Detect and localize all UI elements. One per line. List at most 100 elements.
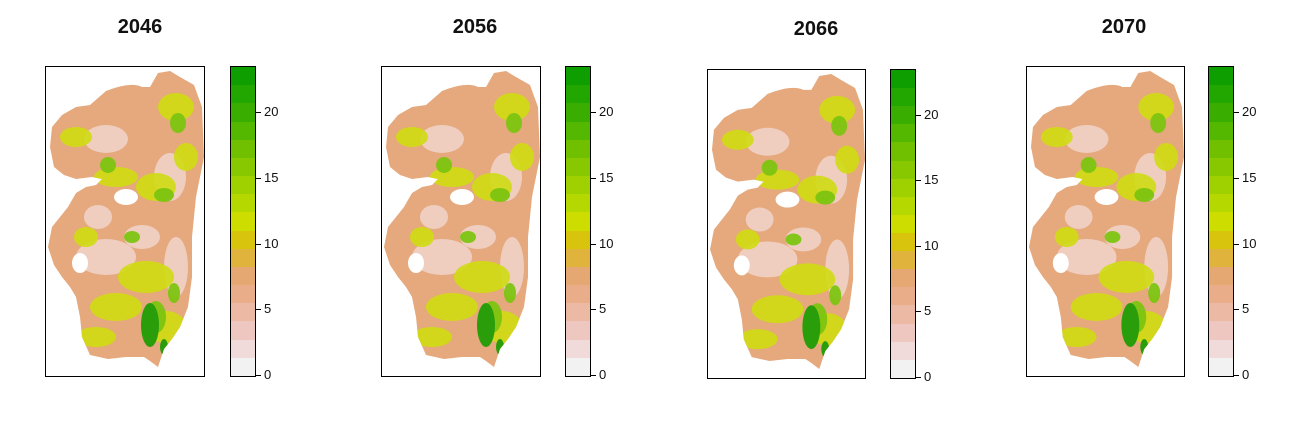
legend-tick: [256, 375, 261, 376]
legend-tick-label: 0: [264, 367, 272, 382]
legend-bin: [891, 178, 915, 197]
color-legend: [230, 66, 256, 377]
legend-bin: [1209, 248, 1233, 267]
legend-bin: [1209, 176, 1233, 195]
legend-bin: [566, 176, 590, 195]
legend-bin: [566, 212, 590, 231]
legend-bin: [891, 305, 915, 324]
mid-value-zone: [174, 143, 198, 171]
peak-value-zone: [1140, 339, 1149, 355]
panel-title: 2046: [117, 16, 163, 38]
high-value-zone: [100, 157, 116, 173]
legend-bin: [231, 248, 255, 267]
legend-tick-label: 5: [924, 303, 932, 319]
legend-tick-label: 15: [924, 172, 939, 188]
high-value-zone: [1104, 231, 1121, 243]
map-frame: [381, 66, 541, 377]
high-value-zone: [490, 188, 510, 202]
high-value-zone: [504, 283, 516, 303]
map-raster: [48, 71, 204, 367]
water-inlet: [1052, 253, 1069, 273]
mid-value-zone: [1138, 93, 1175, 121]
low-value-zone: [124, 225, 160, 249]
legend-bin: [1209, 103, 1233, 122]
legend-tick-label: 20: [599, 104, 614, 120]
map-frame: [1026, 66, 1185, 377]
water-inlet: [114, 189, 138, 205]
high-value-zone: [506, 113, 522, 133]
legend-bin: [566, 321, 590, 340]
legend-bin: [231, 212, 255, 231]
legend-tick-label: 20: [264, 104, 279, 120]
mid-value-zone: [1154, 143, 1179, 171]
peak-value-zone: [1121, 303, 1140, 347]
legend-bin: [231, 339, 255, 358]
legend-bin: [566, 230, 590, 249]
legend-tick-label: 0: [599, 367, 607, 382]
legend-tick: [591, 375, 596, 376]
peak-value-zone: [496, 339, 504, 355]
legend-tick-label: 5: [1242, 301, 1250, 317]
legend-bin: [1209, 157, 1233, 177]
peak-value-zone: [821, 341, 830, 358]
legend-tick: [1234, 177, 1239, 179]
color-legend: [565, 66, 591, 377]
legend-bin: [891, 88, 915, 107]
legend-bin: [891, 106, 915, 125]
high-value-zone: [761, 159, 778, 176]
mid-value-zone: [721, 129, 754, 150]
legend-tick: [256, 243, 261, 245]
legend-bin: [1209, 266, 1233, 286]
legend-bin: [891, 232, 915, 252]
legend-tick-label: 10: [1242, 235, 1257, 251]
legend-bin: [1209, 357, 1233, 376]
mid-value-zone: [755, 169, 800, 190]
legend-bin: [891, 70, 915, 89]
legend-tick-label: 15: [1242, 169, 1257, 185]
mid-value-zone: [454, 261, 510, 293]
low-value-zone: [84, 205, 112, 229]
legend-bin: [231, 121, 255, 140]
legend-tick: [256, 309, 261, 311]
legend-bin: [891, 251, 915, 270]
high-value-zone: [154, 188, 174, 202]
low-value-zone: [745, 207, 774, 232]
legend-tick-label: 0: [1242, 367, 1250, 382]
mid-value-zone: [158, 93, 194, 121]
legend-bin: [1209, 194, 1233, 213]
map-raster: [709, 73, 865, 370]
legend-bin: [891, 160, 915, 179]
legend-tick-label: 20: [924, 106, 939, 122]
legend-bin: [231, 85, 255, 104]
legend-bin: [1209, 139, 1233, 158]
panel-title: 2066: [793, 18, 839, 40]
legend-bin: [891, 269, 915, 288]
legend-tick-label: 10: [924, 237, 939, 253]
mid-value-zone: [737, 329, 778, 350]
legend-bin: [566, 285, 590, 304]
low-value-zone: [745, 127, 790, 156]
legend-tick-label: 15: [264, 169, 279, 185]
low-value-zone: [1064, 125, 1109, 153]
legend-bin: [1209, 230, 1233, 249]
mid-value-zone: [90, 293, 142, 321]
legend-bin: [1209, 212, 1233, 231]
legend-tick-label: 0: [924, 369, 932, 384]
water-inlet: [72, 253, 88, 273]
mid-value-zone: [510, 143, 534, 171]
mid-value-zone: [396, 127, 428, 147]
legend-tick: [1234, 309, 1239, 311]
low-value-zone: [1064, 205, 1093, 229]
legend-bin: [1209, 303, 1233, 322]
legend-bin: [566, 266, 590, 286]
high-value-zone: [1150, 113, 1167, 133]
legend-bin: [891, 287, 915, 306]
low-value-zone: [412, 239, 472, 275]
legend-bin: [891, 124, 915, 143]
high-value-zone: [124, 231, 140, 243]
mid-value-zone: [94, 167, 138, 187]
legend-tick-label: 15: [599, 169, 614, 185]
legend-tick: [591, 177, 596, 179]
map-raster: [384, 71, 540, 367]
legend-tick-label: 5: [599, 301, 607, 317]
